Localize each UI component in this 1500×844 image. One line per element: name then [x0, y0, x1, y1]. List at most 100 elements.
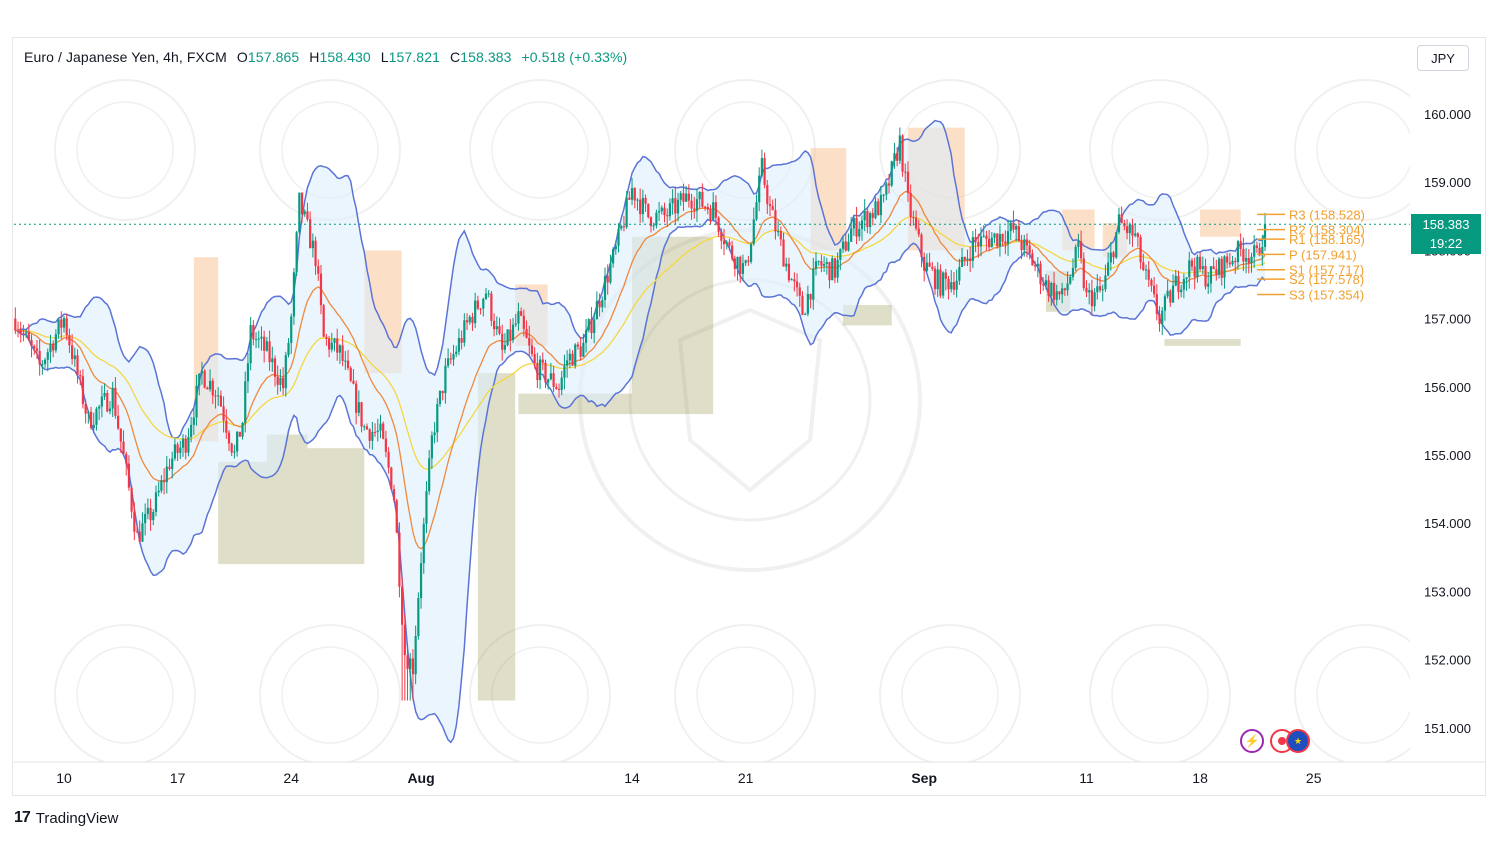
candle	[563, 354, 566, 390]
candle-body	[963, 257, 966, 261]
candle-body	[1042, 284, 1045, 286]
candle	[371, 421, 374, 450]
candle-body	[971, 237, 974, 261]
candle	[125, 451, 128, 476]
candle-body	[1066, 283, 1069, 291]
event-icons: ⚡ ★	[1240, 729, 1310, 753]
pivot-label: S1 (157.717)	[1289, 263, 1364, 278]
candle	[879, 185, 883, 224]
candle	[768, 195, 772, 217]
candle	[1093, 288, 1096, 312]
candle-body	[333, 338, 336, 343]
pivot-label: R3 (158.528)	[1289, 207, 1365, 222]
candle	[1209, 265, 1213, 293]
x-tick-label: 17	[170, 770, 186, 786]
candle-body	[612, 249, 615, 264]
candle-body	[263, 336, 266, 351]
candle	[1261, 234, 1264, 266]
candle	[817, 260, 820, 266]
candle	[306, 202, 309, 222]
candle	[146, 498, 149, 520]
candle-body	[282, 377, 285, 389]
candle	[1055, 284, 1058, 306]
candle-body	[985, 235, 988, 239]
candle	[706, 203, 709, 215]
candle-body	[60, 319, 63, 328]
candle	[1234, 257, 1237, 274]
candle-body	[35, 348, 39, 351]
candle-body	[265, 341, 268, 351]
candle-body	[319, 273, 323, 306]
candle	[509, 319, 512, 352]
candle	[614, 240, 617, 255]
candle	[192, 407, 195, 436]
candle	[693, 196, 696, 219]
demand-zone	[1164, 339, 1241, 346]
candle	[571, 350, 574, 366]
tv-mark-icon: 17	[14, 809, 31, 826]
candle-body	[1182, 278, 1185, 290]
candle	[441, 390, 444, 401]
candle	[263, 330, 266, 363]
candle-body	[368, 429, 371, 441]
candle	[609, 254, 612, 285]
currency-badge[interactable]: JPY	[1417, 45, 1469, 71]
candle-body	[709, 209, 712, 220]
candle-body	[430, 435, 433, 459]
candle	[1109, 242, 1112, 271]
candle	[622, 215, 626, 232]
eu-flag-icon[interactable]: ★	[1286, 729, 1310, 753]
candle	[1158, 306, 1161, 332]
candle-body	[1153, 285, 1156, 295]
flash-icon[interactable]: ⚡	[1240, 729, 1264, 753]
candle	[950, 269, 953, 293]
candle-body	[576, 344, 580, 347]
candle-body	[192, 417, 195, 425]
candle-body	[863, 210, 866, 221]
candle	[744, 259, 747, 267]
candle	[701, 183, 704, 208]
candle	[717, 216, 720, 237]
candle-body	[1185, 277, 1188, 279]
candle	[779, 226, 782, 247]
candle	[917, 219, 920, 237]
candle-body	[208, 380, 212, 390]
candle	[1012, 210, 1015, 233]
candle	[1112, 250, 1115, 265]
candle-body	[501, 333, 504, 350]
candle-body	[936, 269, 939, 290]
candle-body	[1028, 245, 1031, 254]
candle	[1047, 275, 1050, 302]
candle	[1128, 222, 1131, 245]
candle-body	[1074, 246, 1077, 268]
candle	[1139, 234, 1142, 270]
bollinger-lower	[15, 218, 1266, 744]
candle	[1247, 249, 1250, 274]
candle-body	[479, 308, 482, 310]
candle-body	[641, 197, 644, 215]
candle	[766, 179, 769, 214]
candle-body	[254, 339, 258, 341]
candle-body	[655, 212, 658, 226]
candle	[135, 525, 139, 533]
candle	[144, 503, 147, 536]
candle-body	[417, 598, 420, 637]
candle-body	[290, 316, 293, 343]
candle-body	[1228, 262, 1231, 265]
candle-body	[1107, 262, 1110, 276]
candle-body	[311, 240, 314, 249]
candle	[392, 484, 396, 503]
candle-body	[395, 500, 398, 533]
candle	[160, 475, 163, 494]
tradingview-logo[interactable]: 17 TradingView	[14, 809, 118, 827]
candle-body	[1031, 253, 1034, 266]
candle-body	[92, 424, 95, 428]
candle-body	[879, 194, 883, 216]
candle-body	[566, 360, 569, 366]
y-tick-label: 155.000	[1424, 448, 1471, 463]
candle-body	[300, 192, 304, 215]
candle-body	[1134, 233, 1137, 236]
candle-body	[728, 242, 731, 246]
candle	[825, 257, 828, 275]
